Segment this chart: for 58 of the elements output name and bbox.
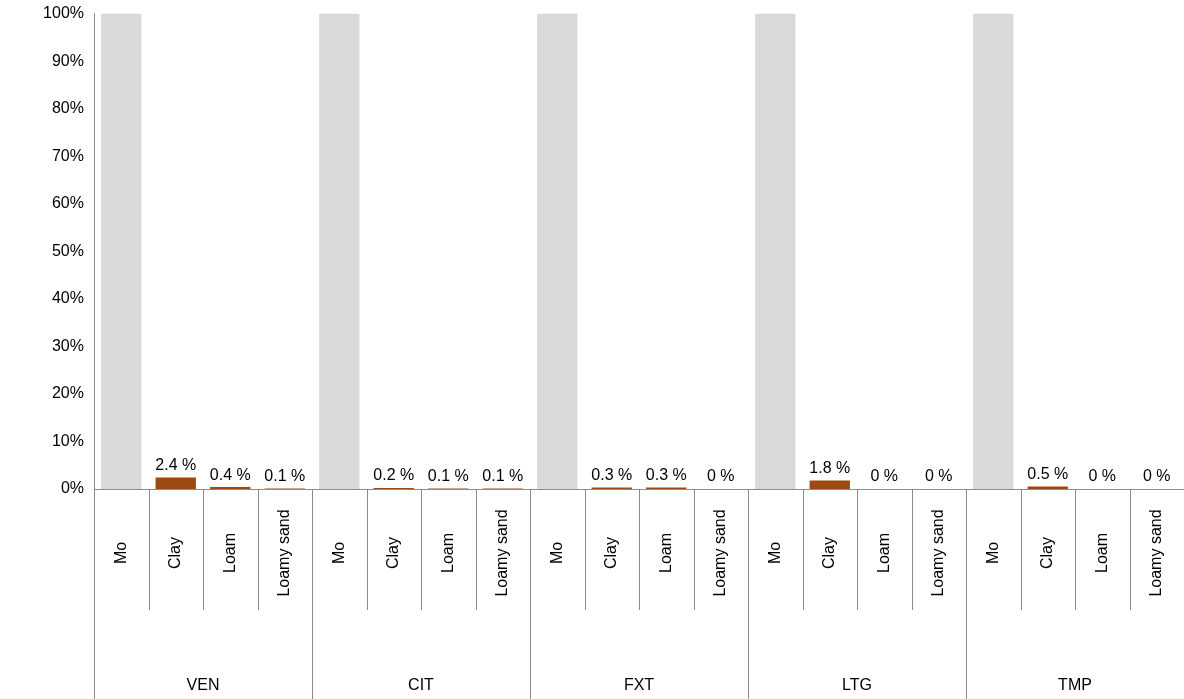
y-tick-label: 90% — [51, 51, 84, 69]
x-tick-label: Mo — [547, 541, 565, 565]
y-tick-label: 100% — [43, 4, 84, 22]
x-tick-label: Clay — [1038, 536, 1056, 570]
y-tick-label: 70% — [51, 146, 84, 164]
x-tick-label: Loam — [656, 532, 674, 574]
bar — [973, 13, 1014, 489]
data-label: 0.4 % — [209, 465, 251, 483]
data-label: 0.5 % — [1027, 465, 1069, 483]
bar — [155, 477, 196, 489]
x-tick-label: Clay — [820, 536, 838, 570]
x-tick-label: Loam — [874, 532, 892, 574]
x-tick-label: Loamy sand — [929, 509, 947, 597]
data-label: 0.1 % — [482, 466, 524, 484]
data-label: 0.3 % — [591, 465, 633, 483]
x-tick-label: Loamy sand — [275, 509, 293, 597]
y-tick-label: 30% — [51, 336, 84, 354]
data-label: 0 % — [870, 467, 899, 485]
x-tick-label: Clay — [384, 536, 402, 570]
x-tick-label: Loamy sand — [493, 509, 511, 597]
text: VEN — [186, 676, 220, 694]
y-tick-label: 80% — [51, 99, 84, 117]
data-label: 0.2 % — [373, 466, 415, 484]
bar — [537, 13, 578, 489]
text: LTG — [842, 676, 872, 694]
text: FXT — [623, 676, 655, 694]
data-label: 0 % — [1142, 467, 1171, 485]
data-label: 0.1 % — [427, 466, 469, 484]
x-tick-label: Loam — [438, 532, 456, 574]
data-label: 0 % — [924, 467, 953, 485]
data-label: 1.8 % — [809, 458, 851, 476]
y-tick-label: 0% — [60, 479, 84, 497]
x-tick-label: Loamy sand — [1147, 509, 1165, 597]
x-tick-label: Loamy sand — [711, 509, 729, 597]
text: CIT — [408, 676, 435, 694]
x-tick-label: Mo — [111, 541, 129, 565]
data-label: 0 % — [706, 467, 735, 485]
text: TMP — [1058, 676, 1092, 694]
x-tick-label: Clay — [602, 536, 620, 570]
data-label: 0 % — [1088, 467, 1117, 485]
bar — [319, 13, 360, 489]
x-tick-label: Loam — [220, 532, 238, 574]
x-tick-label: Mo — [765, 541, 783, 565]
x-tick-label: Mo — [329, 541, 347, 565]
bar — [755, 13, 796, 489]
y-tick-label: 60% — [51, 194, 84, 212]
x-tick-label: Mo — [983, 541, 1001, 565]
data-label: 2.4 % — [155, 456, 197, 473]
bar — [101, 13, 142, 489]
x-tick-label: Clay — [166, 536, 184, 570]
y-tick-label: 40% — [51, 289, 84, 307]
x-tick-label: Loam — [1092, 532, 1110, 574]
data-label: 0.1 % — [264, 466, 306, 484]
y-tick-label: 10% — [51, 431, 84, 449]
bar — [809, 480, 850, 489]
data-label: 0.3 % — [645, 465, 687, 483]
y-tick-label: 20% — [51, 384, 84, 402]
y-tick-label: 50% — [51, 241, 84, 259]
